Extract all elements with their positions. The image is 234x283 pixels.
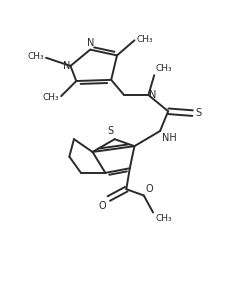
Text: N: N [87, 38, 94, 48]
Text: CH₃: CH₃ [27, 52, 44, 61]
Text: CH₃: CH₃ [155, 214, 172, 223]
Text: S: S [107, 127, 113, 136]
Text: CH₃: CH₃ [155, 64, 172, 73]
Text: N: N [63, 61, 70, 71]
Text: CH₃: CH₃ [137, 35, 154, 44]
Text: S: S [196, 108, 202, 118]
Text: CH₃: CH₃ [42, 93, 59, 102]
Text: O: O [99, 201, 106, 211]
Text: N: N [149, 90, 156, 100]
Text: NH: NH [162, 133, 177, 143]
Text: O: O [146, 184, 153, 194]
